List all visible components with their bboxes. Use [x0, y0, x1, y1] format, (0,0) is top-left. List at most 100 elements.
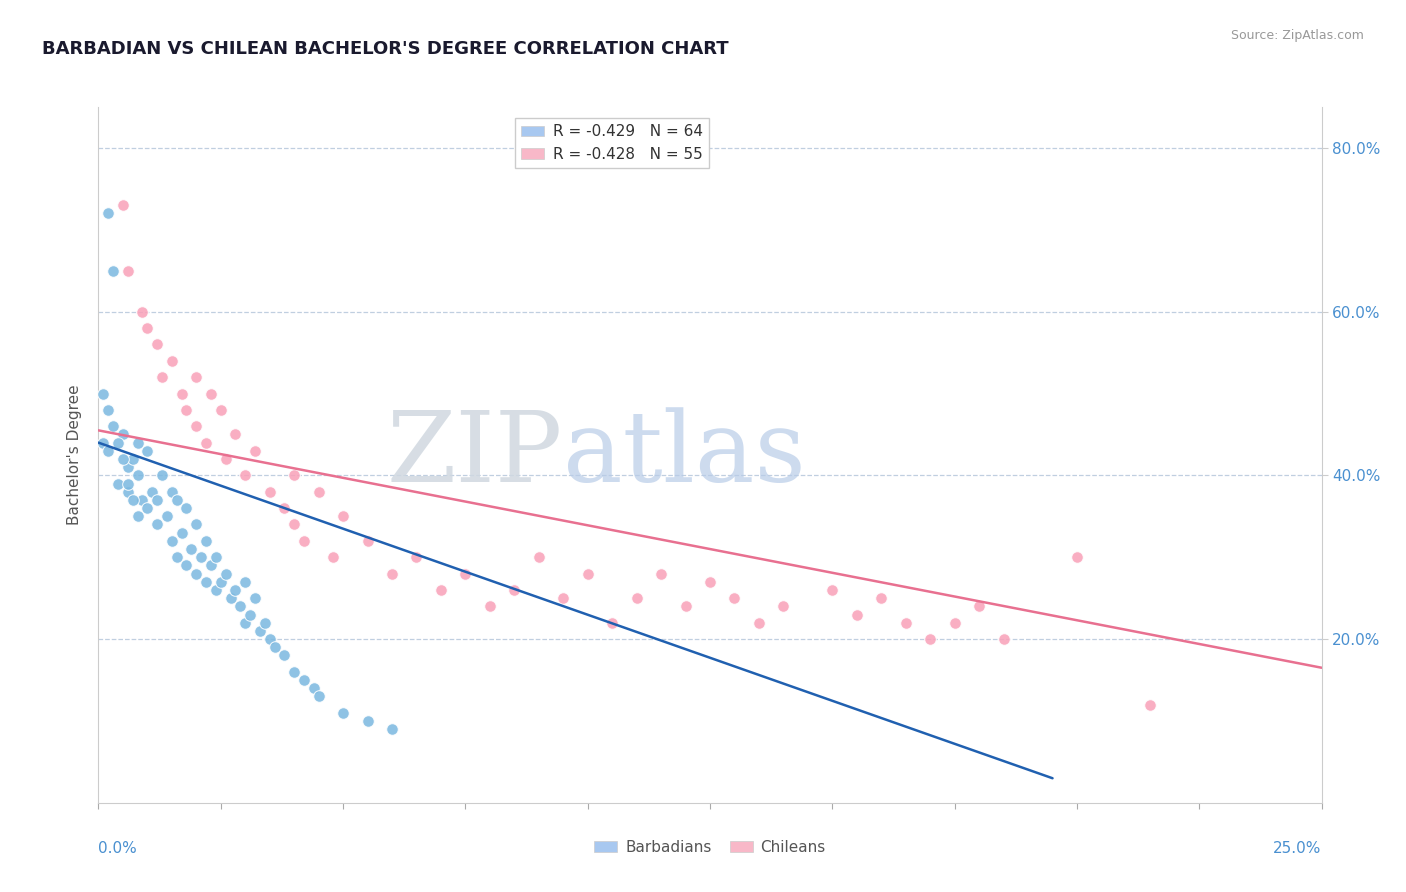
- Point: [131, 304, 153, 318]
- Point: [748, 615, 770, 630]
- Point: [214, 566, 236, 581]
- Point: [195, 574, 218, 589]
- Point: [214, 452, 236, 467]
- Point: [553, 591, 575, 606]
- Point: [772, 599, 794, 614]
- Point: [150, 468, 173, 483]
- Point: [146, 492, 169, 507]
- Point: [332, 509, 354, 524]
- Point: [233, 615, 256, 630]
- Point: [117, 476, 139, 491]
- Point: [845, 607, 868, 622]
- Point: [111, 427, 134, 442]
- Point: [920, 632, 942, 646]
- Point: [91, 386, 114, 401]
- Point: [308, 690, 330, 704]
- Point: [283, 517, 305, 532]
- Point: [97, 403, 120, 417]
- Point: [273, 648, 295, 663]
- Point: [176, 501, 198, 516]
- Point: [273, 501, 295, 516]
- Point: [381, 566, 404, 581]
- Text: atlas: atlas: [564, 407, 806, 503]
- Point: [405, 550, 427, 565]
- Text: 25.0%: 25.0%: [1274, 841, 1322, 856]
- Point: [322, 550, 344, 565]
- Point: [200, 558, 222, 573]
- Text: BARBADIAN VS CHILEAN BACHELOR'S DEGREE CORRELATION CHART: BARBADIAN VS CHILEAN BACHELOR'S DEGREE C…: [42, 40, 728, 58]
- Point: [97, 443, 120, 458]
- Text: Source: ZipAtlas.com: Source: ZipAtlas.com: [1230, 29, 1364, 42]
- Point: [332, 706, 354, 720]
- Point: [224, 582, 246, 597]
- Point: [136, 501, 159, 516]
- Point: [1066, 550, 1088, 565]
- Point: [675, 599, 697, 614]
- Point: [127, 468, 149, 483]
- Point: [107, 476, 129, 491]
- Point: [308, 484, 330, 499]
- Point: [160, 353, 183, 368]
- Point: [170, 386, 193, 401]
- Point: [259, 632, 281, 646]
- Point: [576, 566, 599, 581]
- Point: [111, 198, 134, 212]
- Point: [131, 492, 153, 507]
- Point: [195, 435, 218, 450]
- Point: [233, 468, 256, 483]
- Point: [160, 484, 183, 499]
- Point: [600, 615, 623, 630]
- Point: [205, 550, 228, 565]
- Point: [107, 435, 129, 450]
- Point: [699, 574, 721, 589]
- Text: 0.0%: 0.0%: [98, 841, 138, 856]
- Legend: Barbadians, Chileans: Barbadians, Chileans: [588, 834, 832, 862]
- Point: [150, 370, 173, 384]
- Point: [292, 673, 315, 687]
- Point: [195, 533, 218, 548]
- Point: [121, 492, 143, 507]
- Point: [170, 525, 193, 540]
- Point: [723, 591, 745, 606]
- Point: [209, 403, 232, 417]
- Point: [186, 419, 208, 434]
- Point: [127, 435, 149, 450]
- Point: [141, 484, 163, 499]
- Point: [205, 582, 228, 597]
- Point: [166, 550, 188, 565]
- Point: [356, 533, 378, 548]
- Point: [101, 419, 124, 434]
- Point: [253, 615, 276, 630]
- Point: [967, 599, 990, 614]
- Point: [117, 264, 139, 278]
- Point: [121, 452, 143, 467]
- Point: [894, 615, 917, 630]
- Point: [136, 443, 159, 458]
- Point: [283, 665, 305, 679]
- Point: [186, 566, 208, 581]
- Point: [243, 591, 266, 606]
- Point: [993, 632, 1015, 646]
- Point: [160, 533, 183, 548]
- Point: [117, 460, 139, 475]
- Point: [209, 574, 232, 589]
- Point: [219, 591, 242, 606]
- Point: [224, 427, 246, 442]
- Point: [870, 591, 893, 606]
- Point: [527, 550, 550, 565]
- Point: [233, 574, 256, 589]
- Point: [97, 206, 120, 220]
- Point: [176, 558, 198, 573]
- Point: [259, 484, 281, 499]
- Point: [136, 321, 159, 335]
- Point: [190, 550, 212, 565]
- Point: [503, 582, 526, 597]
- Point: [229, 599, 252, 614]
- Point: [943, 615, 966, 630]
- Point: [91, 435, 114, 450]
- Point: [176, 403, 198, 417]
- Point: [186, 517, 208, 532]
- Point: [302, 681, 325, 696]
- Y-axis label: Bachelor's Degree: Bachelor's Degree: [67, 384, 83, 525]
- Point: [356, 714, 378, 728]
